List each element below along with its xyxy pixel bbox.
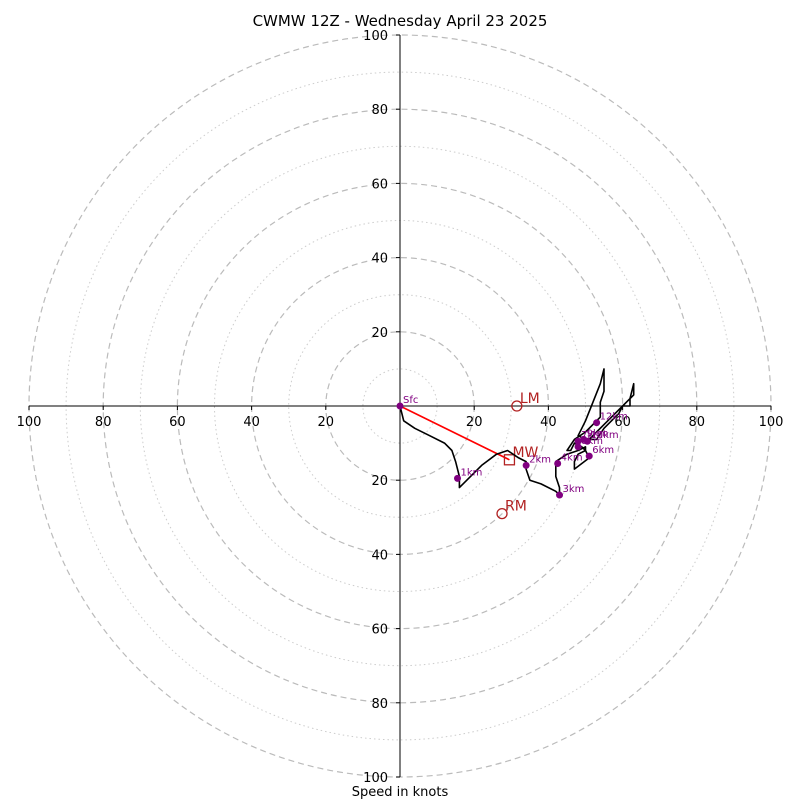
x-tick-label: 80 bbox=[95, 415, 112, 430]
height-marker-label: 4km bbox=[561, 453, 583, 464]
y-tick-label: 100 bbox=[363, 29, 388, 44]
chart-title: CWMW 12Z - Wednesday April 23 2025 bbox=[253, 12, 548, 30]
mean-wind-vector bbox=[399, 405, 510, 461]
height-marker-point bbox=[583, 437, 591, 445]
height-marker-point bbox=[556, 491, 564, 499]
height-marker-point bbox=[522, 461, 530, 469]
hodograph-line bbox=[399, 368, 635, 496]
height-marker-point bbox=[585, 452, 593, 460]
y-tick-label: 20 bbox=[371, 474, 388, 489]
y-tick-label: 60 bbox=[371, 177, 388, 192]
height-marker-label: 10km bbox=[590, 430, 618, 441]
right-mover-label: RM bbox=[505, 499, 527, 515]
mean-wind-label: MW bbox=[512, 445, 538, 461]
y-tick-label: 100 bbox=[363, 771, 388, 786]
height-marker-label: 2km bbox=[529, 454, 551, 465]
height-marker-point bbox=[454, 474, 462, 482]
height-marker-label: Sfc bbox=[403, 395, 418, 406]
hodograph-trace bbox=[399, 368, 635, 496]
height-marker-label: 7km bbox=[581, 430, 603, 441]
height-marker-point bbox=[396, 402, 404, 410]
x-tick-label: 60 bbox=[169, 415, 186, 430]
x-tick-label: 80 bbox=[689, 415, 706, 430]
x-tick-label: 20 bbox=[318, 415, 335, 430]
y-tick-label: 80 bbox=[371, 103, 388, 118]
height-marker-point bbox=[574, 443, 582, 451]
x-axis-label: Speed in knots bbox=[352, 785, 449, 800]
height-marker-label: 1km bbox=[461, 467, 483, 478]
mean-wind-marker bbox=[503, 454, 516, 466]
storm-motion: LM MW RM bbox=[399, 391, 540, 520]
height-marker-label: 3km bbox=[563, 484, 585, 495]
right-mover-marker bbox=[496, 507, 508, 520]
x-tick-label: 60 bbox=[614, 415, 631, 430]
x-tick-label: 100 bbox=[759, 415, 784, 430]
height-marker-point bbox=[593, 419, 601, 427]
y-tick-label: 20 bbox=[371, 326, 388, 341]
height-marker-point bbox=[554, 460, 562, 468]
height-marker-label: 6km bbox=[592, 445, 614, 456]
x-tick-label: 100 bbox=[17, 415, 42, 430]
left-mover-marker bbox=[511, 400, 523, 412]
tick-labels: 20 20 20 20 40 40 40 40 60 60 60 60 80 80 80 80 100 100 10… bbox=[17, 29, 784, 786]
y-tick-label: 80 bbox=[371, 697, 388, 712]
x-tick-label: 40 bbox=[243, 415, 260, 430]
y-tick-label: 40 bbox=[371, 252, 388, 267]
height-marker-point bbox=[574, 437, 582, 445]
height-marker-label: 12km bbox=[600, 412, 628, 423]
x-tick-label: 20 bbox=[466, 415, 483, 430]
y-tick-label: 40 bbox=[371, 548, 388, 563]
height-marker-label: 9km bbox=[587, 428, 609, 439]
height-marker-label: 8km bbox=[581, 436, 603, 447]
left-mover-label: LM bbox=[520, 391, 540, 407]
y-tick-label: 60 bbox=[371, 623, 388, 638]
x-tick-label: 40 bbox=[540, 415, 557, 430]
